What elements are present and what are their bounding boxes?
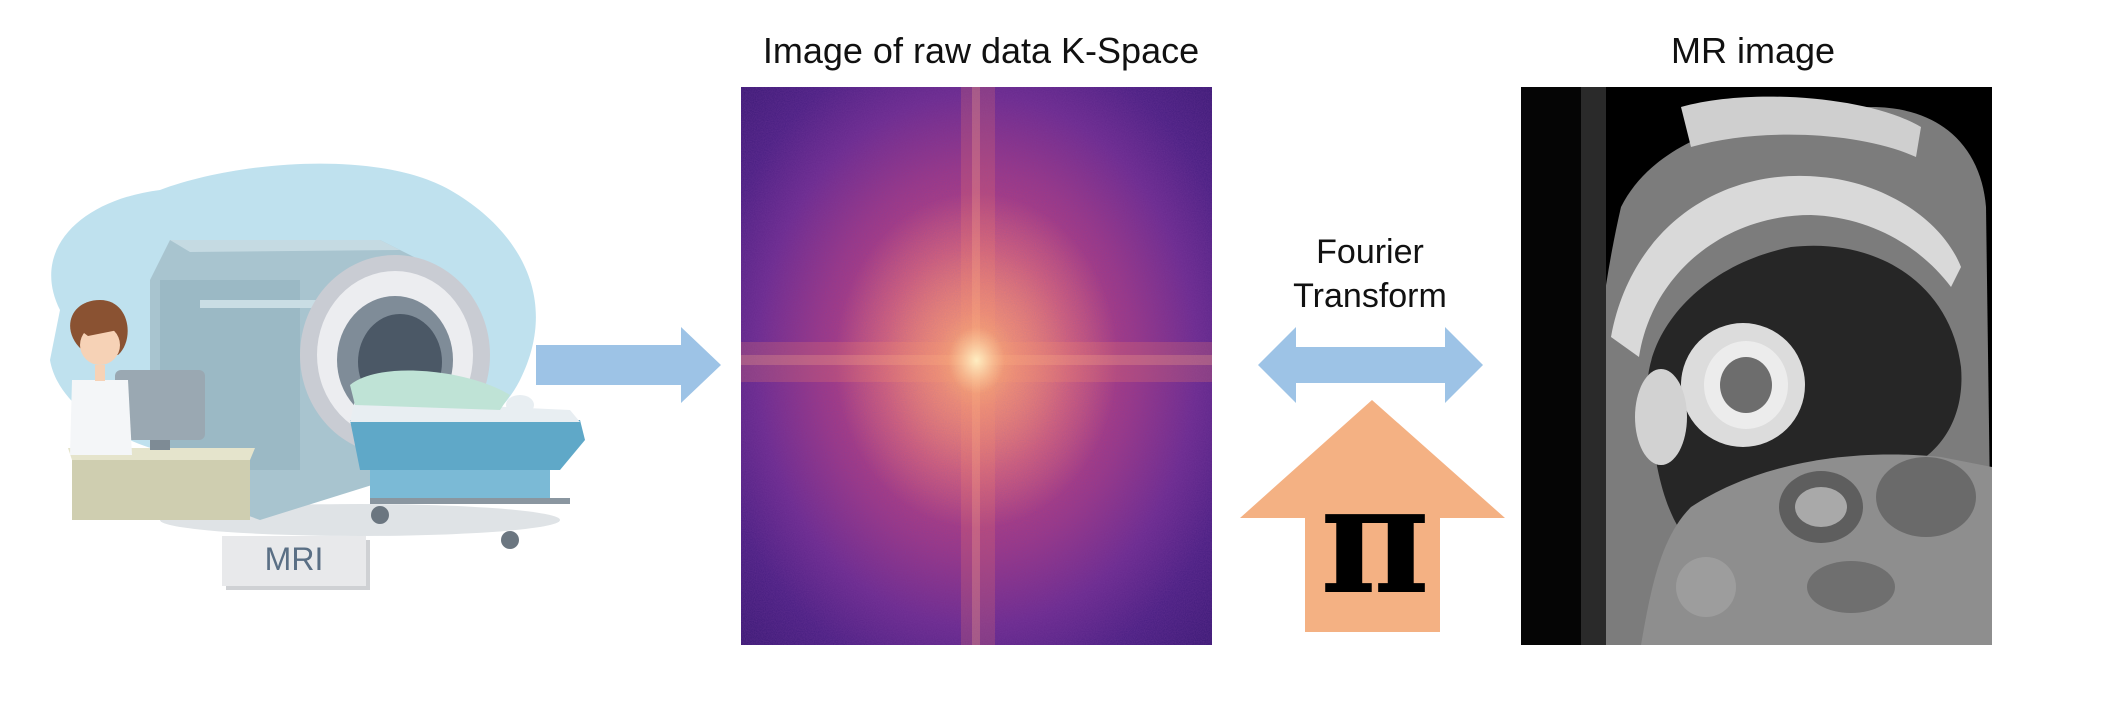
fourier-label-line1: Fourier bbox=[1316, 233, 1424, 271]
arrow-up-icon bbox=[1240, 400, 1505, 632]
double-arrow-icon bbox=[1258, 327, 1483, 403]
mri-illustration bbox=[50, 163, 585, 549]
mri-sign-label: MRI bbox=[264, 541, 324, 577]
fourier-label-line2: Transform bbox=[1293, 277, 1447, 315]
fourier-transform-label: Fourier Transform bbox=[1255, 230, 1485, 318]
patient-table bbox=[350, 370, 585, 549]
mr-image bbox=[1521, 87, 1992, 645]
doctor-icon bbox=[70, 300, 132, 455]
pi-symbol: π bbox=[1320, 452, 1430, 628]
kspace-title: Image of raw data K-Space bbox=[762, 30, 1200, 71]
kspace-image bbox=[741, 87, 1212, 645]
mr-image-title: MR image bbox=[1670, 30, 1836, 71]
arrow-right-icon bbox=[536, 327, 721, 403]
mri-sign bbox=[222, 536, 366, 586]
